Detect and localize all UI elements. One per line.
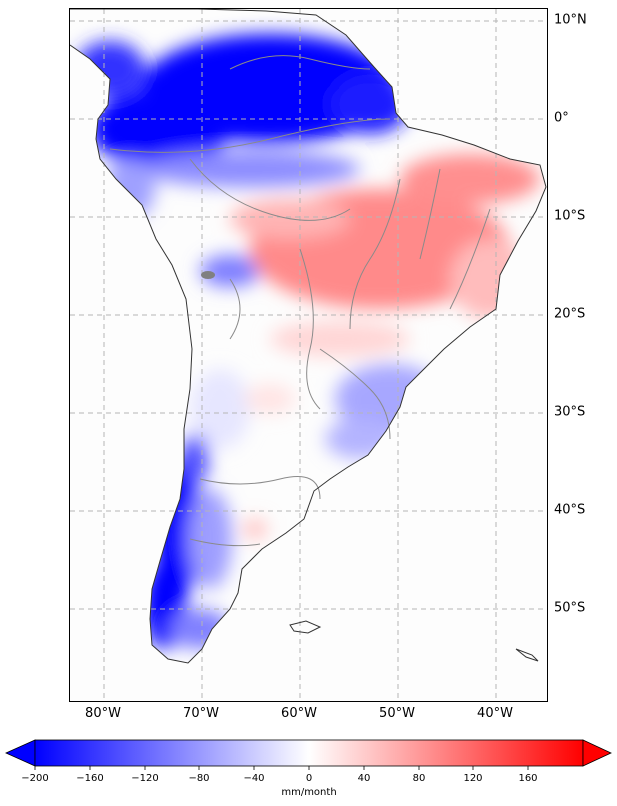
south-georgia xyxy=(515,648,539,662)
colorbar-extend-low xyxy=(5,739,36,767)
colorbar-gradient xyxy=(34,739,584,767)
rivers xyxy=(109,55,491,547)
coastline xyxy=(70,9,547,664)
lon-label-60w: 60°W xyxy=(281,706,317,721)
colorbar-tick-label: 40 xyxy=(357,773,371,784)
colorbar-tick-label: −200 xyxy=(21,773,49,784)
colorbar-extend-high xyxy=(582,739,612,767)
precipitation-anomaly-map xyxy=(70,9,547,701)
colorbar-tick-label: 0 xyxy=(305,773,313,784)
colorbar-tick-label: −120 xyxy=(131,773,159,784)
colorbar-tick-label: 120 xyxy=(463,773,483,784)
colorbar-tick-label: 160 xyxy=(518,773,538,784)
colorbar-unit-label: mm/month xyxy=(281,787,337,798)
gridlines xyxy=(70,9,547,701)
lon-label-80w: 80°W xyxy=(85,706,121,721)
lat-label-10s: 10°S xyxy=(554,208,586,224)
colorbar-tick-label: −40 xyxy=(243,773,265,784)
lat-label-50s: 50°S xyxy=(554,600,586,616)
colorbar xyxy=(5,739,612,770)
falkland-islands xyxy=(289,620,322,634)
lake-titicaca xyxy=(201,271,215,279)
lon-label-70w: 70°W xyxy=(183,706,219,721)
lon-label-40w: 40°W xyxy=(477,706,513,721)
map-panel xyxy=(69,8,548,702)
lon-label-50w: 50°W xyxy=(379,706,415,721)
colorbar-tick-label: −80 xyxy=(188,773,210,784)
colorbar-tick-label: 80 xyxy=(412,773,426,784)
lat-label-20s: 20°S xyxy=(554,306,586,322)
lat-label-30s: 30°S xyxy=(554,404,586,420)
lat-label-40s: 40°S xyxy=(554,502,586,518)
lat-label-10n: 10°N xyxy=(554,12,587,28)
lat-label-0: 0° xyxy=(554,110,569,126)
colorbar-tick-label: −160 xyxy=(76,773,104,784)
